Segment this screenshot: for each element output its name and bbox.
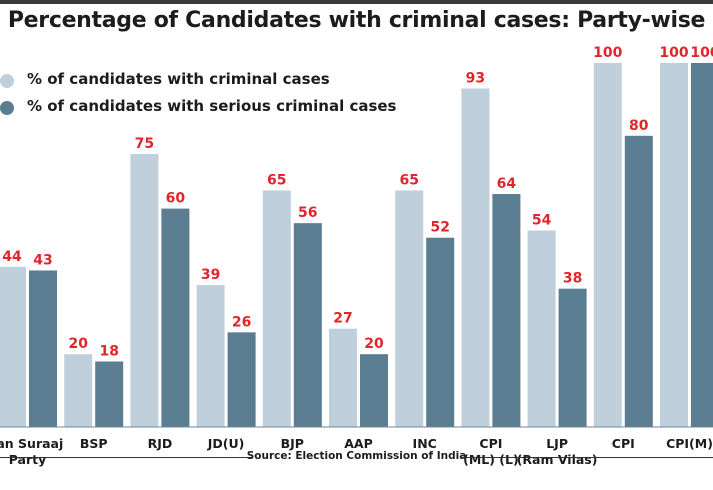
bar-criminal-3 [196,285,225,427]
data-label-criminal-6: 65 [399,172,418,188]
bar-criminal-2 [130,154,159,427]
bar-serious-2 [161,208,190,427]
data-label-criminal-4: 65 [267,172,286,188]
bar-serious-0 [29,270,57,427]
x-tick-label-6: INC [413,436,437,451]
legend-swatch-serious [0,101,14,115]
data-label-serious-10: 100 [690,45,713,61]
x-tick-label-5: AAP [344,436,373,451]
bar-serious-1 [95,361,124,427]
x-tick-label-9: CPI [612,436,635,451]
data-label-serious-8: 38 [563,271,582,287]
data-label-serious-2: 60 [166,191,186,207]
chart-title: Percentage of Candidates with criminal c… [7,8,706,33]
bar-criminal-5 [329,328,357,427]
data-label-criminal-5: 27 [333,311,352,327]
data-label-serious-3: 26 [232,314,251,330]
x-tick-label-1: BSP [80,436,108,451]
legend-swatch-criminal [0,74,14,88]
data-label-criminal-2: 75 [135,136,154,152]
bar-criminal-10 [660,63,688,427]
bar-criminal-0 [0,266,26,427]
source-note: Source: Election Commission of India [246,450,467,462]
x-tick-label-8: LJP [546,436,568,451]
data-label-serious-7: 64 [497,176,517,192]
bar-criminal-9 [593,63,622,427]
source-rule-right [461,457,713,458]
data-label-serious-4: 56 [298,205,317,221]
bar-serious-7 [492,194,521,427]
bar-serious-10 [691,63,713,427]
data-label-criminal-10: 100 [659,45,688,61]
bar-serious-3 [227,332,256,427]
data-label-criminal-7: 93 [466,70,485,86]
bar-criminal-6 [395,190,424,427]
data-label-serious-0: 43 [33,252,52,268]
bar-serious-9 [624,135,653,428]
top-rule [0,0,713,4]
source-rule-left [0,457,252,458]
bar-criminal-1 [64,354,93,427]
bar-criminal-7 [461,88,490,427]
source-row: Source: Election Commission of India [0,448,713,468]
bar-criminal-4 [262,190,291,427]
data-label-criminal-0: 44 [2,249,22,265]
data-label-criminal-3: 39 [201,267,220,283]
x-tick-label-0-line2: Party [9,452,47,467]
x-tick-label-0: Jan Suraaj [0,436,63,451]
data-label-serious-6: 52 [430,220,449,236]
x-tick-label-2: RJD [148,436,173,451]
data-label-serious-9: 80 [629,118,649,134]
legend-label-criminal: % of candidates with criminal cases [27,70,330,88]
bar-serious-8 [558,288,587,427]
data-label-criminal-9: 100 [593,45,622,61]
data-label-criminal-8: 54 [532,212,552,228]
x-tick-label-8-line2: (Ram Vilas) [517,452,598,467]
bar-serious-6 [426,237,455,427]
legend-label-serious: % of candidates with serious criminal ca… [27,97,397,115]
x-tick-label-10: CPI(M) [666,436,713,451]
bar-criminal-8 [527,230,556,427]
x-tick-label-3: JD(U) [207,436,245,451]
data-label-serious-5: 20 [364,336,384,352]
x-tick-label-7-line2: (ML) (L) [463,452,519,467]
data-label-serious-1: 18 [99,343,118,359]
x-tick-label-7: CPI [479,436,502,451]
x-tick-label-4: BJP [281,436,304,451]
data-label-criminal-1: 20 [68,336,88,352]
bar-serious-4 [293,223,322,427]
bar-serious-5 [360,354,388,427]
